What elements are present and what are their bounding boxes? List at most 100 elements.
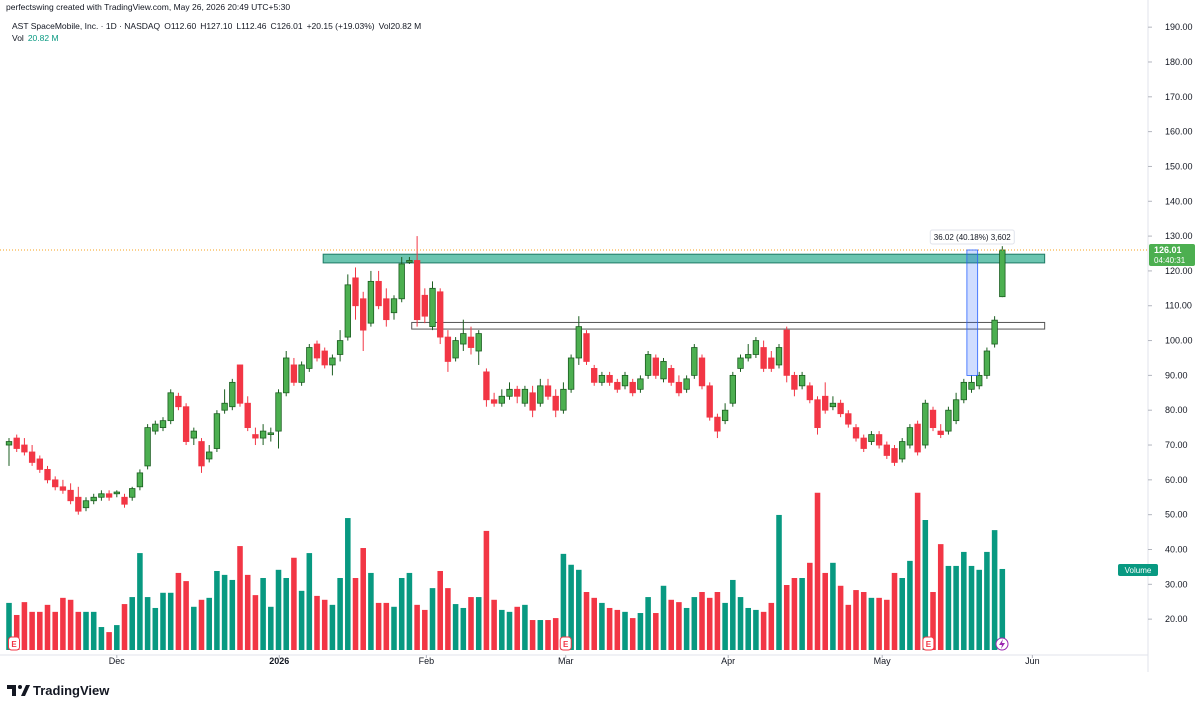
y-tick-label: 120.00 (1165, 266, 1193, 276)
live-icon (995, 637, 1009, 651)
volume-bar (937, 544, 944, 650)
volume-bar (776, 514, 782, 650)
volume-bar (383, 602, 390, 650)
volume-bar (106, 632, 112, 650)
candle-body (937, 430, 944, 435)
volume-bar (422, 609, 428, 650)
volume-bar (360, 548, 366, 650)
candle-body (275, 392, 282, 432)
volume-bar (714, 592, 721, 650)
volume-bar (75, 611, 82, 650)
volume-bar (568, 564, 574, 650)
volume-layer (6, 492, 1006, 650)
candle-body (706, 385, 713, 418)
volume-bar (452, 604, 459, 650)
volume-bar (352, 577, 359, 650)
candle-body (675, 381, 683, 394)
y-tick-label: 90.00 (1165, 370, 1188, 380)
candle-body (906, 427, 914, 446)
volume-bar (945, 565, 952, 650)
volume-bar (552, 618, 559, 650)
volume-bar (445, 588, 451, 650)
candle-body (852, 427, 860, 439)
volume-tag: Volume (1118, 564, 1158, 576)
vol-label: Vol (379, 21, 391, 31)
candle-body (367, 280, 375, 324)
measure-range (966, 249, 979, 376)
candle-body (105, 493, 113, 498)
volume-bar (629, 618, 636, 650)
candle-body (629, 381, 636, 394)
volume-bar (144, 597, 151, 650)
candle-body (506, 388, 513, 397)
candle-body (221, 402, 228, 411)
measure-label-box (929, 229, 1015, 245)
candle-body (775, 347, 783, 366)
volume-bar (999, 568, 1006, 650)
volume-bar (783, 585, 790, 650)
candle-body (752, 340, 760, 355)
x-tick-label: Jun (1025, 656, 1040, 666)
candle-body (668, 368, 675, 383)
candle-body (244, 402, 251, 429)
volume-bar (137, 553, 143, 650)
candle-body (875, 434, 883, 446)
candle-body (714, 416, 721, 432)
candle-body (390, 298, 398, 314)
candle-body (806, 385, 813, 401)
volume-bar (306, 553, 313, 650)
volume-bar (699, 592, 705, 650)
logo-dot (18, 685, 22, 689)
candle-body (922, 402, 929, 446)
candle-body (267, 432, 274, 435)
legend-value: 112.46 (241, 21, 267, 31)
volume-bar (522, 604, 528, 650)
volume-bar (90, 611, 97, 650)
logo-mark (7, 685, 16, 696)
candle-body (375, 280, 382, 307)
candle-body (768, 357, 775, 369)
volume-bar (329, 604, 336, 650)
price-tag: 126.01 (1154, 245, 1182, 255)
candle-body (683, 378, 690, 390)
volume-bar (845, 604, 852, 650)
volume-bar (868, 597, 875, 650)
volume-bar (660, 585, 667, 650)
volume-bar (560, 553, 567, 650)
volume-bar (768, 602, 775, 650)
volume-bar (6, 602, 12, 650)
candle-body (259, 430, 267, 439)
candle-body (437, 291, 444, 338)
volume-bar (991, 530, 998, 650)
candle-body (575, 326, 582, 359)
candle-body (344, 284, 351, 338)
volume-bar (337, 577, 343, 650)
volume-bar (853, 590, 859, 650)
y-tick-label: 110.00 (1165, 301, 1192, 311)
candle-body (59, 486, 67, 491)
volume-bar (206, 597, 212, 650)
candle-body (413, 260, 421, 321)
candle-body (329, 357, 336, 366)
y-tick-label: 70.00 (1165, 440, 1188, 450)
vol-label: Vol (12, 33, 24, 43)
candle-body (560, 388, 567, 411)
volume-bar (760, 611, 767, 650)
volume-bar (398, 577, 405, 650)
volume-bar (221, 574, 228, 650)
candle-body (5, 441, 13, 446)
candle-body (745, 354, 752, 359)
y-tick-label: 100.00 (1165, 336, 1193, 346)
volume-bar (961, 551, 967, 650)
volume-bar (244, 574, 251, 650)
volume-bar (506, 611, 513, 650)
candle-body (837, 402, 844, 415)
volume-bar (737, 597, 744, 650)
volume-bar (237, 546, 243, 650)
y-tick-label: 180.00 (1165, 57, 1193, 67)
volume-bar (414, 604, 420, 650)
candle-body (598, 374, 606, 383)
volume-bar (899, 577, 905, 650)
candle-body (845, 413, 852, 425)
candle-body (691, 347, 698, 376)
